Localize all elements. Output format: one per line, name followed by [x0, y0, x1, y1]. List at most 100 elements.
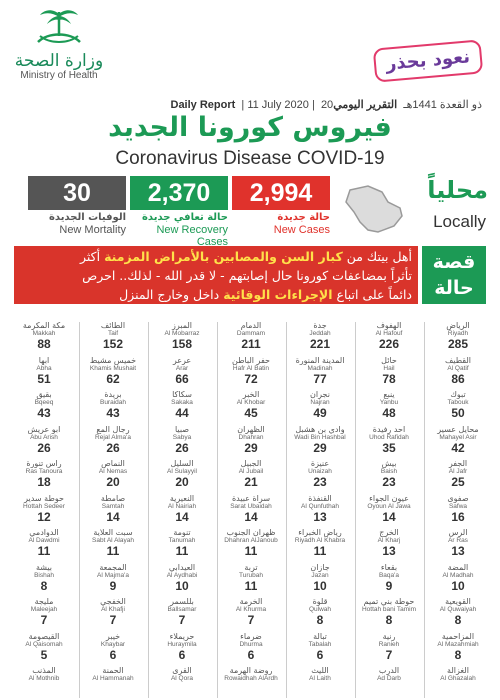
city-name-en: Khaybar [100, 640, 126, 648]
city-name-ar: ينبع [383, 391, 395, 399]
city-column: الدمام Dammam 211 حفر الباطن Hafr Al Batin 72… [223, 320, 279, 700]
city-name-en: Riyadh Al Khabra [294, 537, 346, 544]
city-cell: الهفوف Al Hafouf 226 [361, 320, 417, 353]
city-cell: ينبع Yanbu 48 [361, 389, 417, 422]
city-cell: الحمنة Al Hammanah [85, 665, 141, 698]
city-name-ar: حائل [381, 356, 397, 365]
city-name-en: Al Mazahmiah [437, 640, 479, 648]
city-cell: بيش Baish 23 [361, 458, 417, 491]
city-case-count: 7 [385, 647, 393, 662]
city-name-ar: بيش [381, 460, 397, 468]
city-name-en: Al Qaisomah [25, 640, 63, 648]
city-case-count: 221 [309, 337, 331, 351]
city-name-ar: المضة [447, 563, 469, 572]
city-cell: صامطة Samtah 14 [85, 493, 141, 526]
city-name-ar: بريدة [104, 391, 122, 399]
city-case-count: 29 [313, 440, 327, 455]
city-cell: الخرمة Al Khurma 7 [223, 596, 279, 629]
page-title-ar: فيروس كورونا الجديد [108, 112, 392, 143]
city-column: الرياض Riyadh 285 القطيف Al Qatif 86 تبوك Tabou… [430, 320, 486, 700]
report-hijri: 20ذو القعدة 1441هـ [320, 99, 482, 111]
city-case-count: 8 [454, 647, 462, 662]
city-name-en: Sakaka [171, 399, 193, 406]
city-case-count: 14 [175, 509, 189, 524]
city-case-count: 66 [175, 371, 189, 386]
city-name-en: Al Khafji [101, 606, 125, 613]
moh-name-en: Ministry of Health [20, 70, 98, 81]
new-cases-label-en: New Cases [273, 224, 330, 236]
city-name-en: Sabya [172, 433, 192, 441]
city-name-en: Madinah [307, 364, 333, 372]
city-case-count: 226 [378, 337, 400, 351]
city-name-ar: تبالة [313, 632, 327, 641]
city-name-en: Al Qatif [447, 364, 469, 372]
city-cell: سراة عبيدة Sarat Ubaidah 14 [223, 493, 279, 526]
city-name-ar: نجران [310, 391, 330, 399]
city-case-count: 6 [247, 647, 255, 662]
story-line-1: أهل بيتك من كبار السن والمصابين بالأمراض… [18, 247, 412, 266]
city-name-ar: مكة المكرمة [22, 322, 66, 330]
story-line-1-emphasis: كبار السن والمصابين بالأمراض المزمنة [104, 249, 343, 264]
city-name-ar: المبرز [172, 322, 192, 330]
city-case-count: 29 [244, 440, 258, 455]
column-divider [147, 322, 149, 698]
report-title-ar: التقرير اليومي [333, 99, 398, 111]
city-name-ar: رنية [382, 632, 396, 641]
city-column: المبرز Al Mobarraz 158 عرعر Arar 66 سكاكا Sakak… [154, 320, 210, 700]
city-name-ar: خيبر [105, 632, 121, 641]
city-case-count: 11 [244, 578, 258, 593]
case-story-banner: أهل بيتك من كبار السن والمصابين بالأمراض… [14, 246, 486, 304]
city-cell: مليجة Maleejah 7 [16, 596, 72, 629]
mortality-label-ar: الوفيات الجديدة [49, 212, 126, 223]
report-line: Daily Report | 11 July 2020 | 20ذو القعد… [170, 99, 483, 111]
city-case-count: 6 [178, 647, 186, 662]
story-label-line-1: قصة [432, 251, 476, 273]
city-case-count: 86 [451, 371, 465, 386]
city-name-ar: الدوادمي [29, 529, 59, 537]
city-name-ar: الخرج [379, 529, 399, 537]
city-cell: مكة المكرمة Makkah 88 [16, 320, 72, 353]
city-cell: الخفجي Al Khafji 7 [85, 596, 141, 629]
city-name-ar: القرى [172, 667, 192, 675]
city-case-count: 285 [447, 337, 469, 351]
city-case-count: 26 [106, 440, 120, 455]
city-name-ar: القنفذة [308, 494, 332, 503]
city-case-count: 26 [37, 440, 51, 455]
city-name-en: Hafr Al Batin [232, 364, 270, 372]
recovery-label-en: New Recovery Cases [156, 224, 228, 248]
city-name-ar: عرعر [172, 356, 192, 365]
city-name-ar: أحد رفيدة [372, 425, 406, 434]
moh-logo: وزارة الصحة Ministry of Health [14, 6, 104, 90]
city-name-en: Al Qunfuthah [301, 502, 339, 510]
city-name-en: Al Sulayyil [167, 468, 197, 475]
story-line-3: دائماً على اتباع الإجراءات الوقائية داخل… [18, 285, 412, 304]
city-cell: رياض الخبراء Riyadh Al Khabra 11 [292, 527, 348, 560]
city-name-en: Al Hammanah [92, 675, 134, 682]
city-case-count: 77 [313, 371, 327, 386]
city-cell: ضرماء Dhurma 6 [223, 631, 279, 664]
story-line-1-post: أكثر [80, 249, 105, 264]
city-name-ar: سكاكا [172, 391, 192, 399]
city-cell: الدمام Dammam 211 [223, 320, 279, 353]
city-name-ar: أبها [38, 356, 50, 365]
city-cell: الدوادمي Al Dawdmi 11 [16, 527, 72, 560]
city-cell: صفوى Safwa 16 [430, 493, 486, 526]
city-case-count: 43 [37, 406, 51, 420]
city-cell: الليث Al Laith [292, 665, 348, 698]
city-name-ar: صامطة [100, 494, 126, 503]
city-case-count: 50 [451, 406, 465, 420]
case-story-text: أهل بيتك من كبار السن والمصابين بالأمراض… [14, 246, 418, 304]
new-cases-value: 2,994 [232, 176, 330, 210]
city-name-ar: القطيف [445, 356, 471, 365]
city-name-en: Huraymila [167, 640, 197, 648]
city-case-count: 8 [385, 613, 393, 627]
city-name-en: Al Khurma [235, 606, 267, 613]
city-cell: السليل Al Sulayyil 20 [154, 458, 210, 491]
column-divider [423, 322, 425, 698]
city-name-ar: الغزالة [447, 667, 469, 675]
city-cell: صبيا Sabya 26 [154, 424, 210, 457]
recovery-value: 2,370 [130, 176, 228, 210]
city-case-count: 35 [382, 440, 396, 455]
city-name-en: Al Laith [309, 675, 331, 682]
story-line-3-post: داخل وخارج المنزل [119, 287, 224, 302]
